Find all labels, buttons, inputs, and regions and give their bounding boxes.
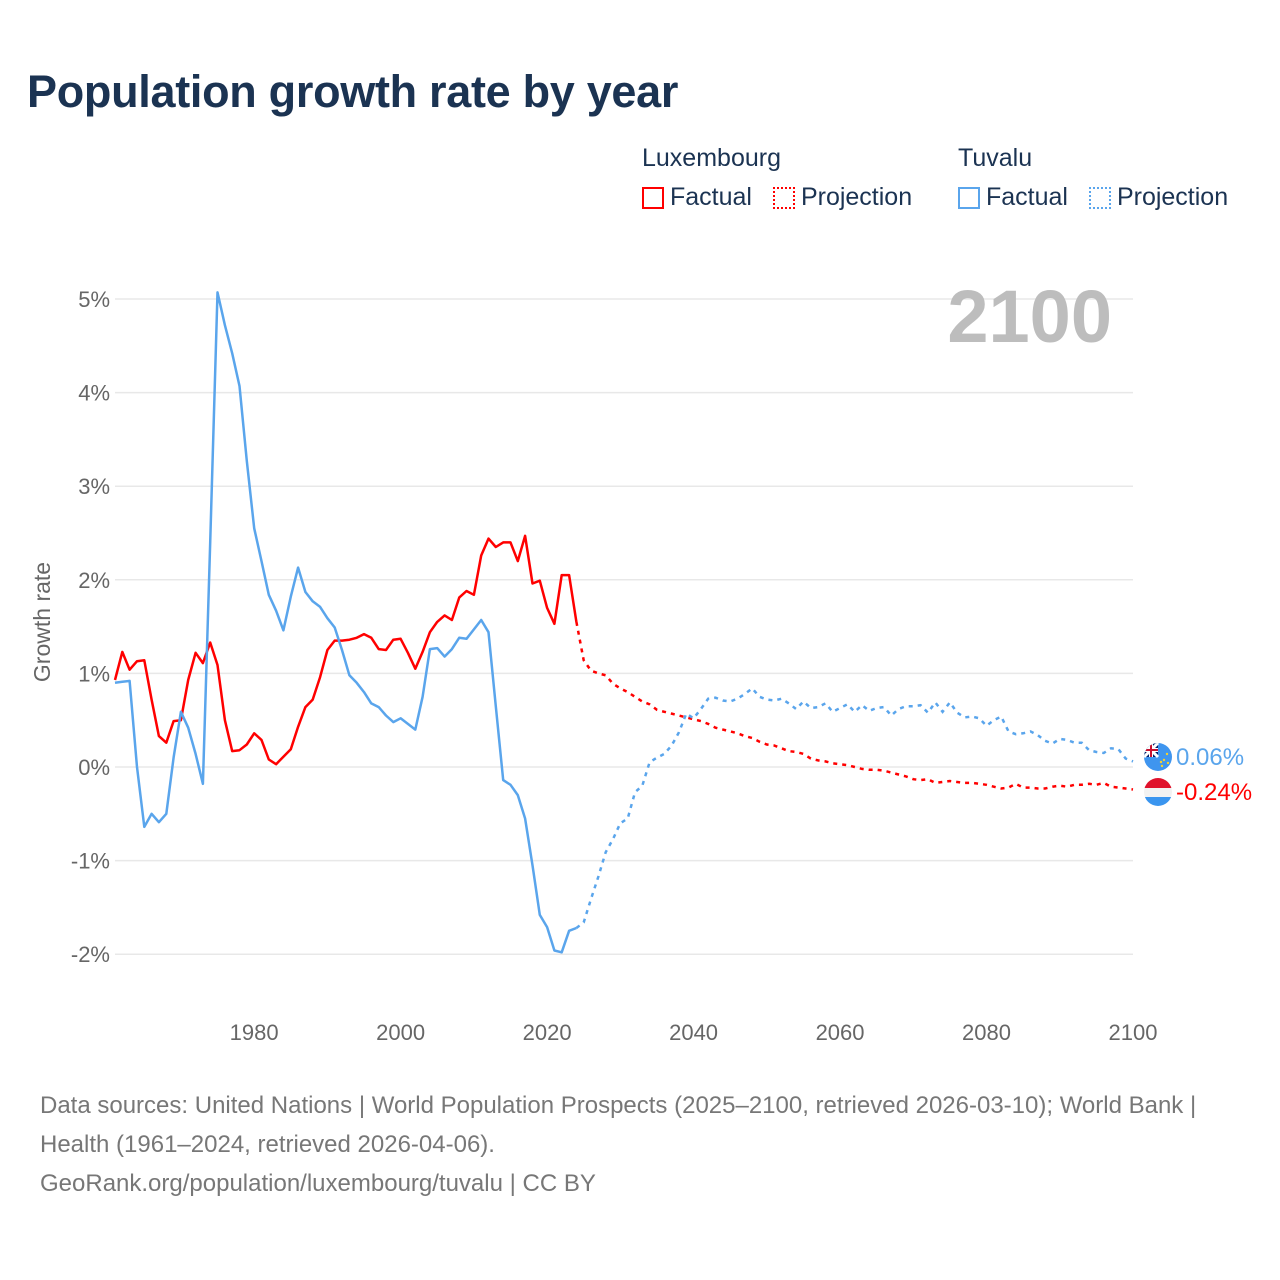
y-tick-label: 3% — [78, 474, 110, 499]
legend-luxembourg-projection[interactable]: Projection — [772, 183, 913, 212]
x-tick-labels: 1980 2000 2020 2040 2060 2080 2100 — [230, 1020, 1158, 1045]
license: | CC BY — [502, 1170, 596, 1197]
x-tick-label: 2000 — [376, 1020, 425, 1045]
x-tick-label: 2080 — [962, 1020, 1011, 1045]
x-tick-label: 2040 — [669, 1020, 718, 1045]
series-lines — [113, 291, 1134, 954]
legend-luxembourg-factual[interactable]: Factual — [642, 183, 752, 212]
luxembourg-end-value: -0.24% — [1176, 779, 1252, 806]
luxembourg-factual-line — [113, 534, 578, 766]
dotted-swatch-icon — [1088, 186, 1111, 209]
legend-tuvalu-factual[interactable]: Factual — [958, 183, 1068, 212]
y-tick-label: 0% — [78, 755, 110, 780]
y-tick-label: -1% — [71, 849, 110, 874]
solid-swatch-icon — [642, 186, 664, 209]
x-tick-label: 2100 — [1109, 1020, 1158, 1045]
luxembourg-flag-icon — [1144, 778, 1172, 806]
solid-swatch-icon — [958, 186, 980, 209]
x-tick-label: 2060 — [816, 1020, 865, 1045]
x-tick-label: 1980 — [230, 1020, 279, 1045]
dotted-swatch-icon — [772, 186, 795, 209]
chart-area: 2100 Growth rate 5% 4% 3% 2% 1% 0% -1% -2% 1980… — [29, 275, 1252, 1045]
page-title: Population growth rate by year — [27, 66, 679, 117]
y-tick-labels: 5% 4% 3% 2% 1% 0% -1% -2% — [71, 287, 110, 967]
y-tick-label: 2% — [78, 568, 110, 593]
y-tick-label: -2% — [71, 942, 110, 967]
source-link[interactable]: GeoRank.org/population/luxembourg/tuvalu — [40, 1170, 503, 1197]
legend-group-tuvalu: Tuvalu Factual Projection — [958, 144, 1228, 216]
legend-group-luxembourg: Luxembourg Factual Projection — [642, 144, 926, 216]
current-year-label: 2100 — [947, 275, 1112, 358]
footer: Data sources: United Nations | World Pop… — [40, 1086, 1240, 1203]
y-tick-label: 4% — [78, 381, 110, 406]
luxembourg-projection-line — [575, 621, 1134, 791]
y-tick-label: 5% — [78, 287, 110, 312]
end-markers: 0.06% -0.24% — [1144, 743, 1252, 806]
data-sources: Data sources: United Nations | World Pop… — [40, 1092, 1197, 1158]
gridlines — [115, 298, 1133, 955]
legend-group-name: Tuvalu — [958, 144, 1033, 172]
tuvalu-flag-icon — [1144, 743, 1172, 771]
legend-label: Projection — [800, 183, 913, 211]
tuvalu-end-value: 0.06% — [1176, 744, 1244, 771]
legend-group-name: Luxembourg — [642, 144, 781, 172]
legend-label: Projection — [1116, 183, 1229, 211]
y-tick-label: 1% — [78, 661, 110, 686]
y-axis-label: Growth rate — [29, 562, 55, 682]
x-tick-label: 2020 — [523, 1020, 572, 1045]
legend-tuvalu-projection[interactable]: Projection — [1088, 183, 1229, 212]
tuvalu-factual-line — [114, 291, 577, 954]
tuvalu-projection-line — [575, 686, 1134, 929]
legend-label: Factual — [986, 183, 1068, 211]
legend-label: Factual — [670, 183, 752, 211]
